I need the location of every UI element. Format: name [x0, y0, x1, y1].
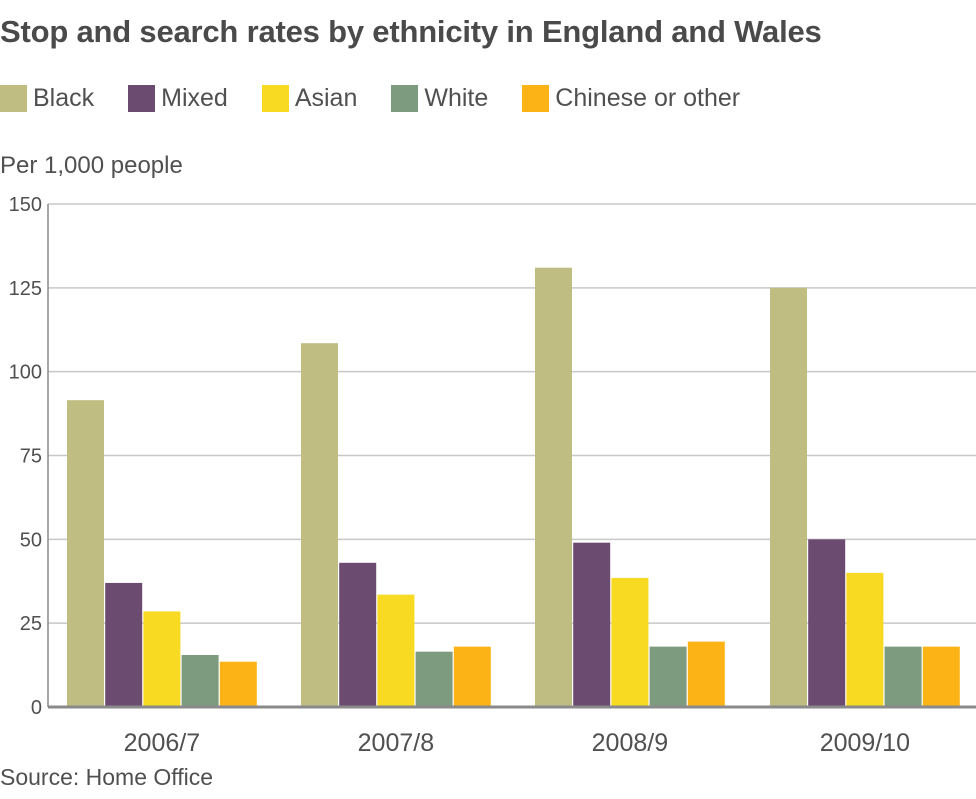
bar-mixed-2007-8	[339, 562, 377, 707]
bar-chinese-or-other-2006-7	[219, 661, 257, 707]
bar-asian-2007-8	[377, 594, 415, 707]
bar-chinese-or-other-2009-10	[922, 646, 960, 707]
legend-label-mixed: Mixed	[161, 84, 228, 112]
bar-mixed-2006-7	[105, 582, 143, 707]
legend-item-chinese-or-other: Chinese or other	[522, 84, 740, 113]
y-tick-label: 0	[31, 697, 42, 719]
bar-white-2007-8	[415, 651, 453, 707]
legend: Black Mixed Asian White Chinese or other	[0, 84, 774, 113]
x-tick-label: 2009/10	[820, 729, 910, 757]
y-tick-label: 75	[20, 446, 42, 468]
legend-swatch-black	[0, 85, 27, 112]
bar-black-2009-10	[770, 287, 807, 707]
bar-black-2007-8	[301, 343, 338, 707]
legend-item-white: White	[391, 84, 488, 113]
bar-chinese-or-other-2007-8	[453, 646, 491, 707]
x-tick-label: 2006/7	[124, 729, 200, 757]
legend-swatch-chinese-or-other	[522, 85, 550, 112]
legend-label-chinese-or-other: Chinese or other	[555, 84, 741, 112]
legend-swatch-mixed	[128, 85, 156, 112]
bar-white-2009-10	[884, 646, 922, 707]
bar-mixed-2009-10	[808, 539, 846, 707]
y-tick-label: 25	[20, 613, 42, 635]
y-tick-label: 100	[9, 362, 42, 384]
legend-item-asian: Asian	[261, 84, 358, 113]
bar-white-2008-9	[649, 646, 687, 707]
bar-asian-2006-7	[143, 611, 181, 707]
legend-label-black: Black	[33, 84, 95, 112]
legend-item-mixed: Mixed	[128, 84, 228, 113]
bar-chinese-or-other-2008-9	[687, 641, 725, 707]
legend-label-asian: Asian	[294, 84, 358, 112]
bar-asian-2009-10	[846, 572, 884, 707]
legend-item-black: Black	[0, 84, 94, 113]
y-tick-label: 125	[9, 278, 42, 300]
bar-white-2006-7	[181, 655, 219, 707]
bar-black-2008-9	[535, 267, 572, 707]
x-tick-label: 2008/9	[592, 729, 668, 757]
legend-swatch-asian	[261, 85, 289, 112]
x-tick-label: 2007/8	[358, 729, 434, 757]
legend-label-white: White	[424, 84, 489, 112]
source-note: Source: Home Office	[0, 764, 214, 790]
bar-mixed-2008-9	[573, 542, 611, 707]
y-tick-label: 50	[20, 529, 42, 551]
bar-black-2006-7	[67, 400, 104, 707]
bar-asian-2008-9	[611, 577, 649, 707]
y-axis-unit-label: Per 1,000 people	[0, 152, 183, 179]
chart-title: Stop and search rates by ethnicity in En…	[0, 14, 822, 49]
y-tick-label: 150	[9, 194, 42, 216]
legend-swatch-white	[391, 85, 419, 112]
